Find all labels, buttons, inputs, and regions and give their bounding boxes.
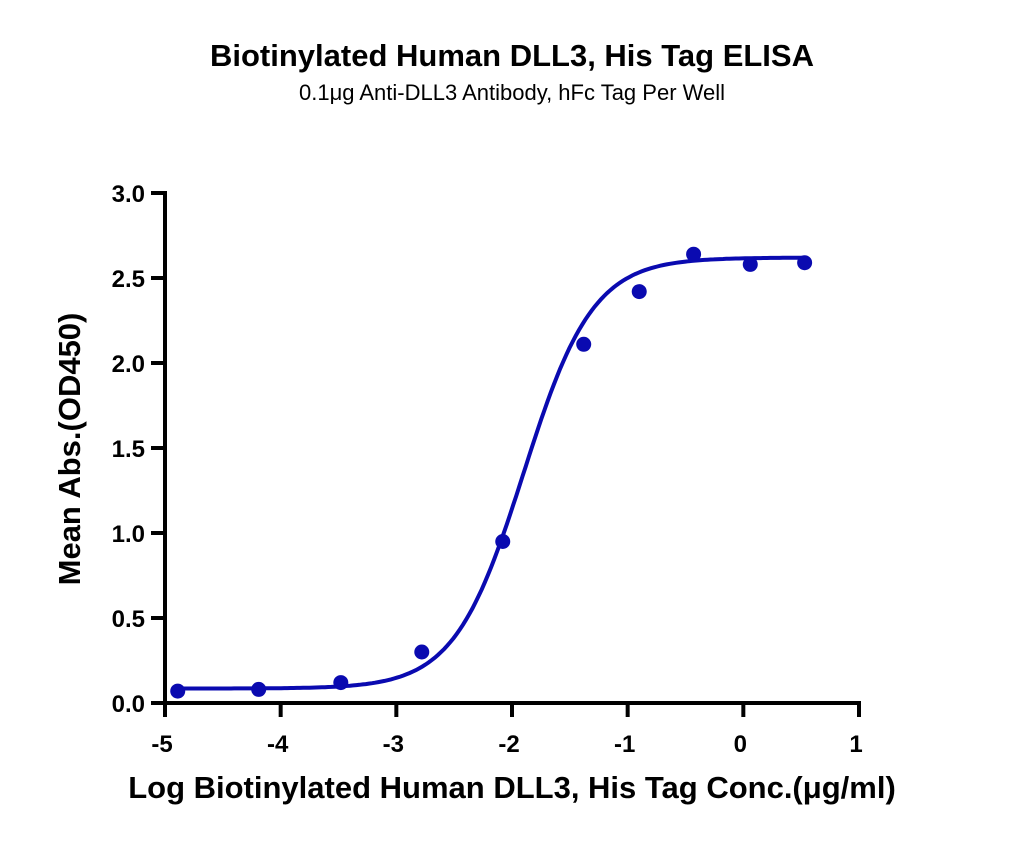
- data-point: [333, 675, 349, 691]
- y-tick-label: 1.5: [112, 436, 145, 463]
- x-axis-label: Log Biotinylated Human DLL3, His Tag Con…: [128, 770, 896, 805]
- data-point: [170, 683, 186, 699]
- data-points: [170, 246, 813, 699]
- data-point: [686, 246, 702, 262]
- x-tick-label: -3: [383, 731, 404, 758]
- y-tick-label: 3.0: [112, 181, 145, 208]
- x-tick-label: -4: [267, 731, 289, 758]
- data-point: [742, 256, 758, 272]
- y-tick-label: 2.0: [112, 351, 145, 378]
- data-point: [414, 644, 430, 660]
- data-point: [495, 534, 511, 549]
- axis-ticks: 0.0 0.5 1.0 1.5 2.0 2.5 3.0 -5 -4 -3 -2 -1 0 1: [112, 181, 863, 758]
- y-tick-label: 1.0: [112, 521, 145, 548]
- x-tick-label: -2: [498, 731, 519, 758]
- data-point: [797, 255, 813, 271]
- y-tick-label: 0.0: [112, 691, 145, 718]
- x-tick-label: -5: [151, 731, 172, 758]
- x-tick-label: -1: [614, 731, 635, 758]
- chart-subtitle: 0.1μg Anti-DLL3 Antibody, hFc Tag Per We…: [298, 80, 726, 105]
- data-point: [251, 681, 267, 697]
- x-tick-label: 1: [849, 731, 862, 758]
- chart-title: Biotinylated Human DLL3, His Tag ELISA: [210, 38, 814, 73]
- y-tick-label: 0.5: [112, 606, 145, 633]
- data-point: [576, 336, 592, 352]
- x-tick-label: 0: [734, 731, 747, 758]
- data-point: [631, 284, 647, 300]
- fit-curve: [177, 255, 805, 691]
- y-tick-label: 2.5: [112, 266, 145, 293]
